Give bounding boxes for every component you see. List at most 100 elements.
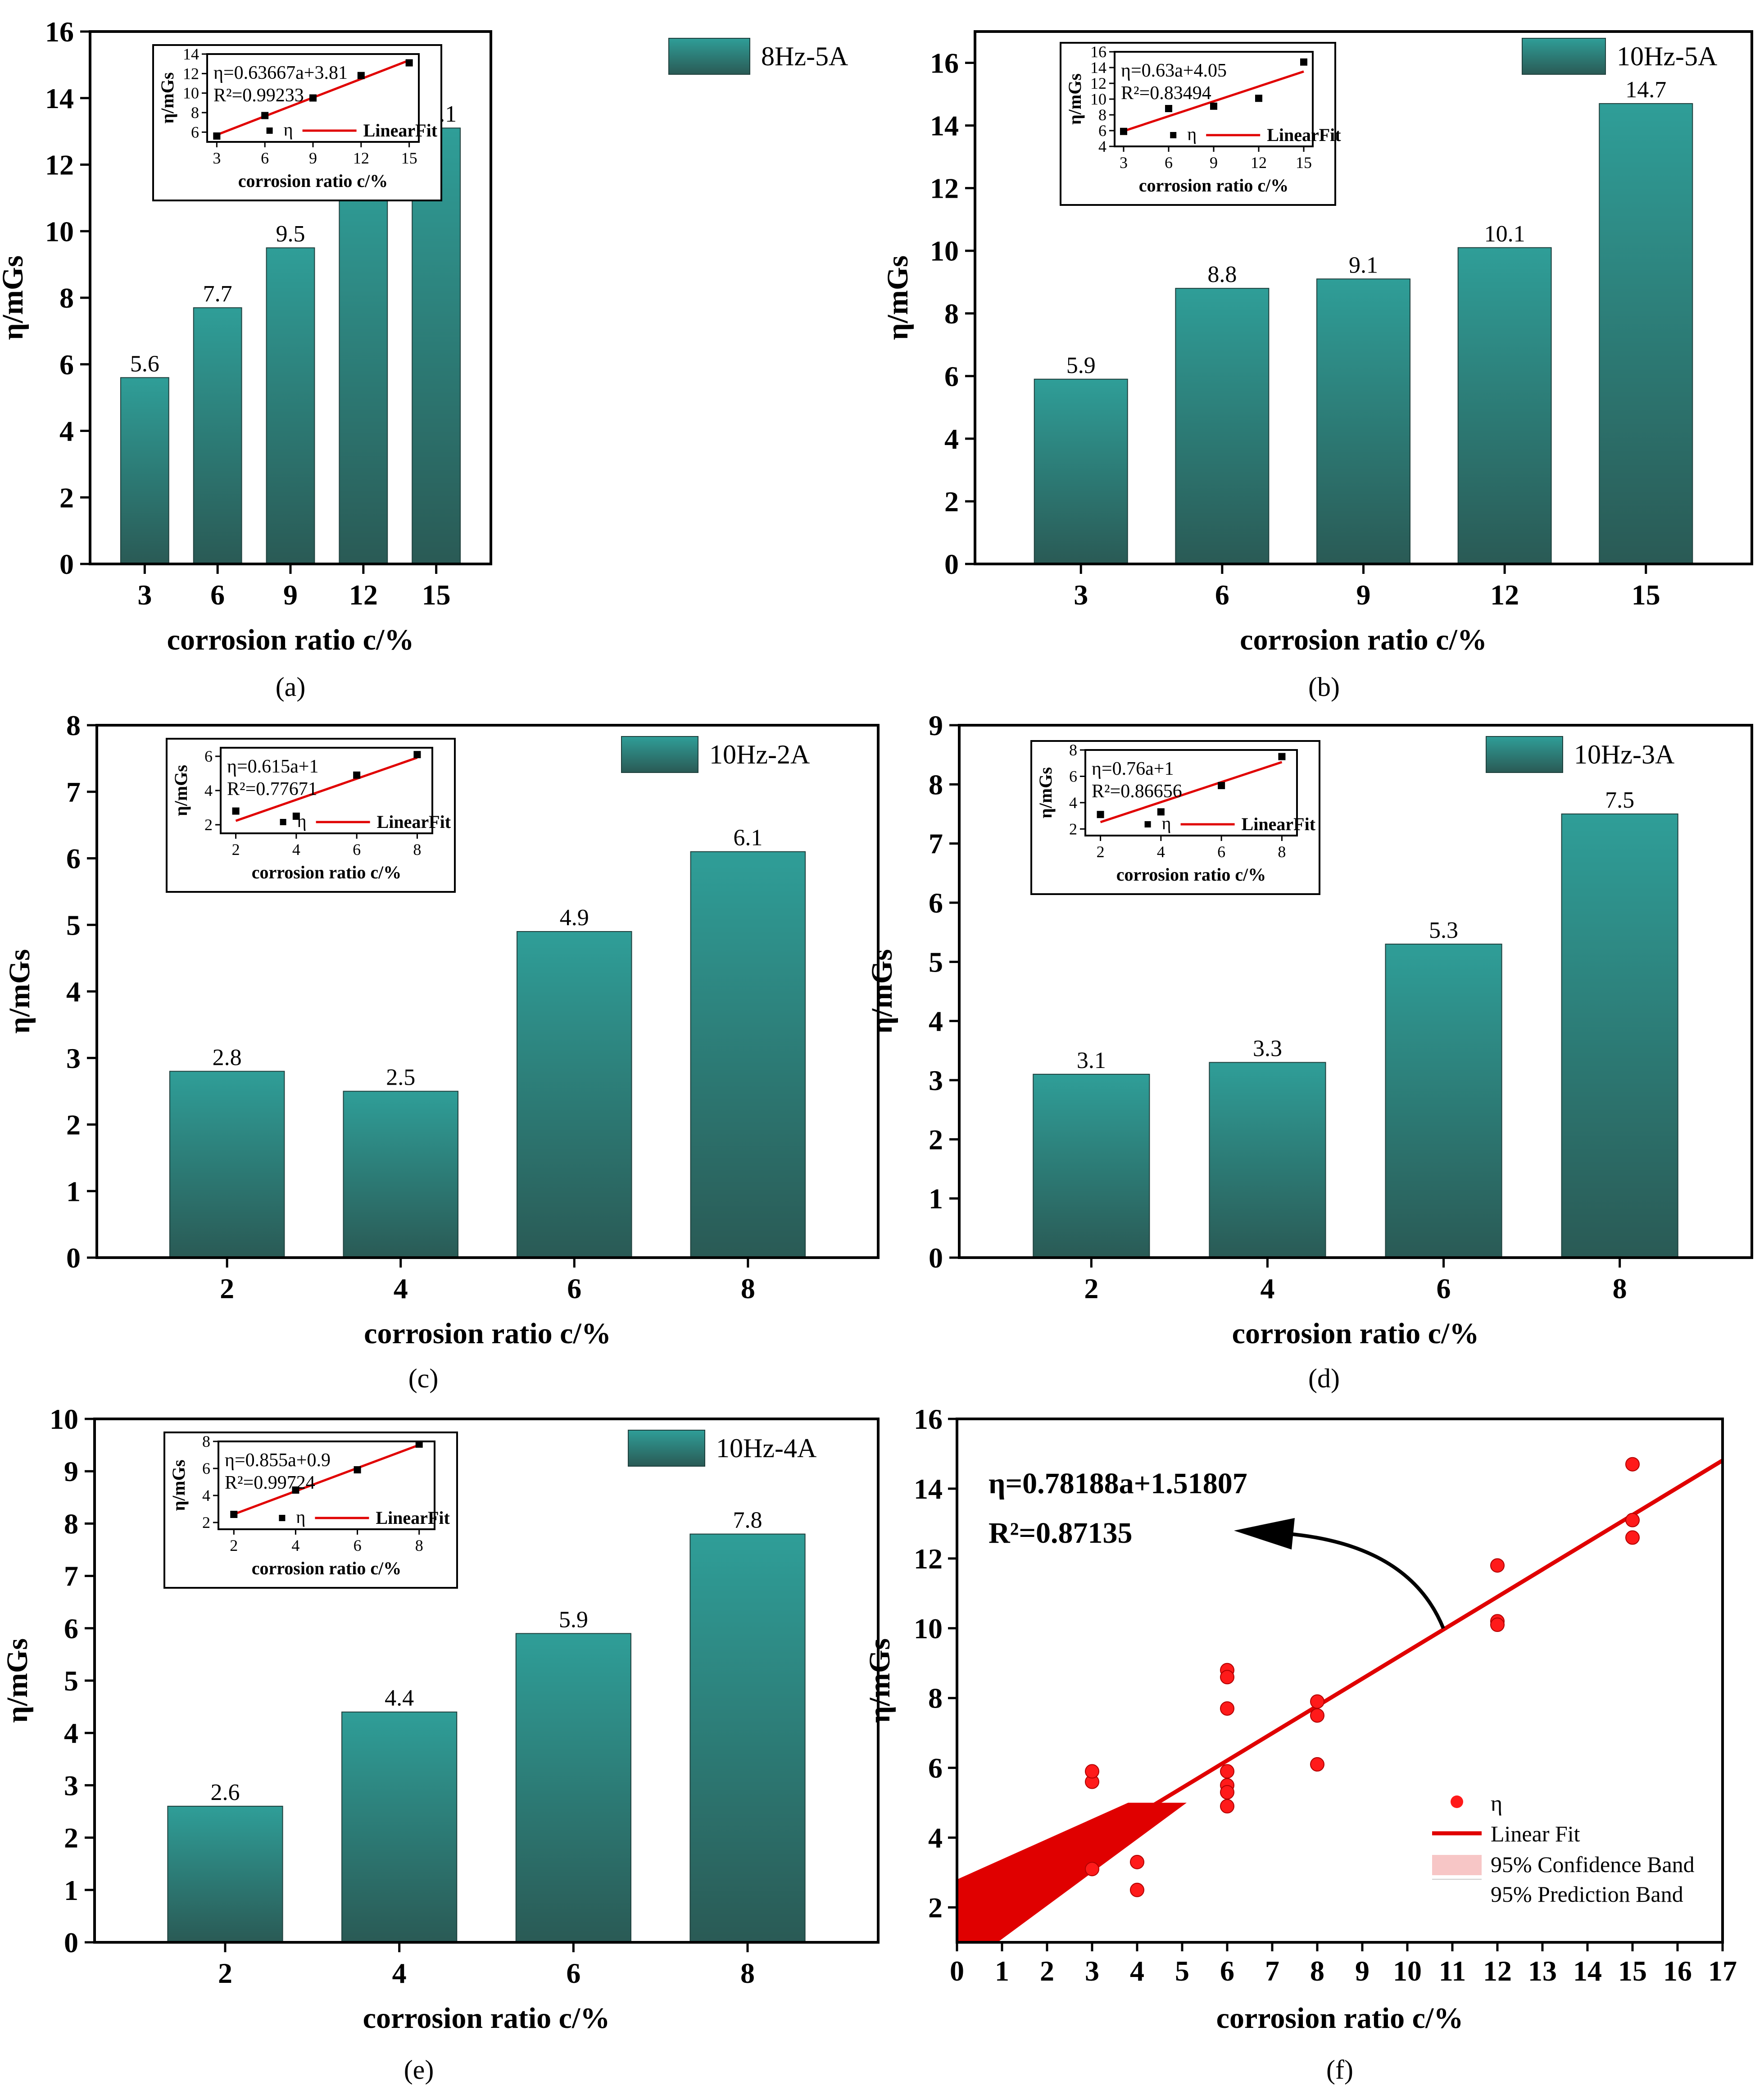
y-tick-label: 14: [45, 82, 74, 114]
bar: [167, 1805, 283, 1943]
y-tick-label: 8: [66, 709, 81, 741]
panel-label: (e): [404, 2055, 434, 2085]
y-tick-label: 8: [944, 298, 959, 330]
bar-value-label: 7.7: [203, 281, 232, 307]
data-point: [1085, 1862, 1099, 1877]
bar: [120, 377, 169, 564]
legend-swatch: [1486, 736, 1563, 773]
inset-x-tick-label: 3: [1120, 154, 1128, 172]
y-tick-label: 10: [914, 1613, 943, 1645]
x-tick-label: 12: [1490, 579, 1519, 611]
y-tick-label: 5: [66, 909, 81, 941]
y-tick-label: 2: [928, 1892, 943, 1924]
arrow-head: [1234, 1518, 1295, 1550]
legend-swatch: [628, 1430, 705, 1467]
x-tick-label: 12: [1483, 1955, 1512, 1987]
data-point: [1130, 1882, 1144, 1897]
x-tick-label: 13: [1528, 1955, 1557, 1987]
inset-legend-marker-label: η: [1187, 124, 1197, 144]
plot-frame: [956, 1418, 1724, 1944]
inset-x-tick-label: 8: [415, 1536, 423, 1554]
x-tick-label: 5: [1175, 1955, 1189, 1987]
panel-label: (f): [1326, 2055, 1353, 2085]
panel-f: 0 1 2 3 4 5 6 7 8 9 10 11 12 13 14 15 16 17246810121416co…: [863, 1403, 1737, 2085]
x-tick-label: 6: [1220, 1955, 1234, 1987]
panel-label: (b): [1308, 672, 1340, 702]
bar-value-label: 10.1: [1484, 221, 1525, 247]
x-tick-label: 8: [741, 1273, 755, 1304]
x-tick-label: 6: [1215, 579, 1229, 611]
x-tick-label: 0: [950, 1955, 964, 1987]
inset-r-squared: R²=0.99233: [213, 85, 304, 106]
legend-marker-scatter: [1451, 1795, 1463, 1808]
x-tick-label: 14: [1573, 1955, 1602, 1987]
panel-a: 5.637.769.5911.81213.1150246810121416cor…: [0, 16, 848, 702]
y-tick-label: 0: [59, 548, 74, 580]
legend-label: 10Hz-5A: [1617, 41, 1717, 71]
inset-legend-fit-label: LinearFit: [376, 1508, 450, 1528]
inset-x-axis-label: corrosion ratio c/%: [238, 171, 388, 191]
inset-frame: [1060, 42, 1336, 206]
inset-y-tick-label: 6: [204, 747, 213, 765]
x-tick-label: 16: [1663, 1955, 1692, 1987]
bar-value-label: 5.9: [559, 1607, 588, 1632]
bar: [341, 1711, 458, 1943]
legend-label: 10Hz-4A: [716, 1433, 816, 1463]
y-tick-label: 5: [929, 946, 943, 978]
inset-legend-marker-label: η: [296, 1507, 305, 1527]
x-tick-label: 15: [1632, 579, 1660, 611]
bar-value-label: 4.4: [385, 1686, 414, 1711]
data-point: [1625, 1530, 1640, 1545]
y-tick-label: 8: [928, 1682, 943, 1714]
inset-equation: η=0.855a+0.9: [225, 1450, 331, 1471]
legend-label: η: [1491, 1791, 1502, 1816]
inset-y-tick-label: 8: [191, 104, 199, 122]
y-tick-label: 7: [64, 1560, 78, 1592]
inset-y-tick-label: 16: [1090, 43, 1106, 61]
inset-x-axis-label: corrosion ratio c/%: [252, 1558, 402, 1578]
inset-y-tick-label: 8: [1098, 106, 1106, 124]
y-tick-label: 0: [929, 1242, 943, 1274]
bar: [1175, 288, 1270, 564]
inset-r-squared: R²=0.77671: [227, 779, 317, 800]
data-point: [1220, 1799, 1234, 1813]
bar-value-label: 8.8: [1207, 262, 1237, 287]
inset-equation: η=0.63667a+3.81: [213, 63, 348, 83]
inset-data-point: [230, 1511, 238, 1518]
x-tick-label: 15: [422, 579, 451, 611]
legend-confidence-swatch: [1432, 1855, 1482, 1875]
legend-label: 10Hz-3A: [1574, 740, 1674, 769]
data-point: [1490, 1558, 1505, 1573]
data-point: [1220, 1670, 1234, 1685]
y-tick-label: 9: [64, 1455, 78, 1487]
bar-value-label: 3.1: [1077, 1048, 1106, 1073]
inset-data-point: [1097, 811, 1104, 818]
data-point: [1220, 1764, 1234, 1779]
bar-value-label: 5.6: [130, 351, 159, 377]
y-tick-label: 1: [929, 1183, 943, 1215]
y-tick-label: 5: [64, 1665, 78, 1697]
inset-data-point: [353, 771, 361, 779]
inset-y-tick-label: 4: [1069, 794, 1077, 812]
inset-y-tick-label: 2: [204, 816, 213, 834]
y-tick-label: 7: [66, 776, 81, 808]
data-point: [1220, 1785, 1234, 1800]
bar-value-label: 9.1: [1349, 252, 1378, 278]
panel-label: (a): [276, 672, 306, 702]
y-tick-label: 4: [59, 415, 74, 447]
y-tick-label: 16: [914, 1403, 943, 1435]
y-tick-label: 10: [50, 1403, 78, 1435]
inset-x-tick-label: 12: [1251, 154, 1267, 172]
inset-legend-marker-label: η: [1162, 813, 1171, 833]
bar: [690, 851, 806, 1258]
inset-equation: η=0.615a+1: [227, 756, 318, 777]
panel-d: 3.1 2 3.3 4 5.3 6 7.5 8 0 1 2 3 4 5 6 7 8 9 corrosion rati…: [866, 709, 1753, 1393]
x-tick-label: 3: [137, 579, 152, 611]
inset-r-squared: R²=0.99724: [225, 1472, 315, 1493]
bar: [339, 171, 388, 564]
inset-y-tick-label: 12: [183, 64, 199, 82]
x-axis-label: corrosion ratio c/%: [363, 2002, 610, 2035]
inset-data-point: [357, 72, 365, 79]
annotation-arrow: [1288, 1532, 1445, 1629]
bar-value-label: 5.9: [1066, 353, 1096, 378]
